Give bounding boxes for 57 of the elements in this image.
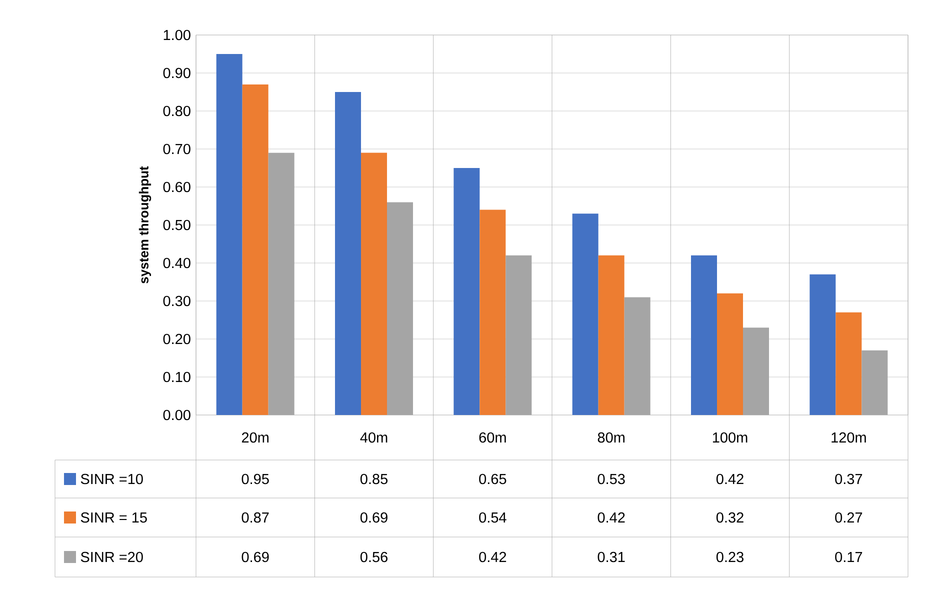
y-axis-title: system throughput xyxy=(138,166,152,284)
data-label: 0.53 xyxy=(598,474,625,484)
y-tick-label: 0.70 xyxy=(163,144,190,154)
bar xyxy=(624,297,650,415)
bar xyxy=(480,210,506,415)
data-label: 0.42 xyxy=(479,552,506,562)
data-label: 0.32 xyxy=(716,512,744,523)
x-tick-label: 100m xyxy=(712,432,748,443)
bar xyxy=(361,152,388,415)
data-label: 0.42 xyxy=(716,474,744,484)
bar xyxy=(572,214,598,415)
bar xyxy=(216,54,242,415)
x-tick-label: 80m xyxy=(598,432,624,443)
bar xyxy=(691,255,718,415)
bar xyxy=(242,84,268,415)
y-tick-label: 0.00 xyxy=(163,410,190,420)
bar xyxy=(335,92,362,415)
bar xyxy=(717,293,744,415)
data-label: 0.87 xyxy=(242,512,269,523)
bar xyxy=(268,152,294,415)
data-label: 0.23 xyxy=(716,552,744,562)
bar xyxy=(743,328,770,415)
bar xyxy=(836,312,862,415)
y-tick-label: 0.40 xyxy=(163,258,190,268)
y-tick-label: 0.80 xyxy=(163,106,190,116)
legend-label: SINR = 15 xyxy=(80,512,147,523)
bar xyxy=(454,168,480,415)
data-label: 0.95 xyxy=(242,474,269,484)
bar xyxy=(810,274,836,415)
y-tick-label: 1.00 xyxy=(164,30,190,40)
y-tick-label: 0.30 xyxy=(163,296,190,306)
y-tick-label: 0.50 xyxy=(163,220,190,230)
data-label: 0.65 xyxy=(479,474,506,484)
y-tick-label: 0.90 xyxy=(163,68,190,78)
x-tick-label: 40m xyxy=(360,432,388,443)
data-label: 0.31 xyxy=(598,552,625,562)
bar xyxy=(862,350,888,415)
data-label: 0.27 xyxy=(835,512,862,523)
y-tick-label: 0.20 xyxy=(163,334,190,344)
bar xyxy=(506,255,532,415)
bar xyxy=(598,255,624,415)
data-label: 0.69 xyxy=(360,512,388,523)
x-tick-label: 60m xyxy=(479,432,506,443)
data-label: 0.69 xyxy=(242,552,269,562)
x-tick-label: 120m xyxy=(832,432,866,443)
x-tick-label: 20m xyxy=(242,432,268,443)
legend-label: SINR =20 xyxy=(80,552,143,562)
data-label: 0.17 xyxy=(835,552,862,562)
data-label: 0.42 xyxy=(598,512,625,523)
y-tick-label: 0.60 xyxy=(163,182,190,192)
bar xyxy=(387,202,414,415)
data-label: 0.37 xyxy=(835,474,862,484)
data-label: 0.85 xyxy=(360,474,388,484)
data-label: 0.54 xyxy=(479,512,506,523)
y-tick-label: 0.10 xyxy=(163,372,190,382)
data-label: 0.56 xyxy=(360,552,388,562)
legend-label: SINR =10 xyxy=(80,474,143,484)
